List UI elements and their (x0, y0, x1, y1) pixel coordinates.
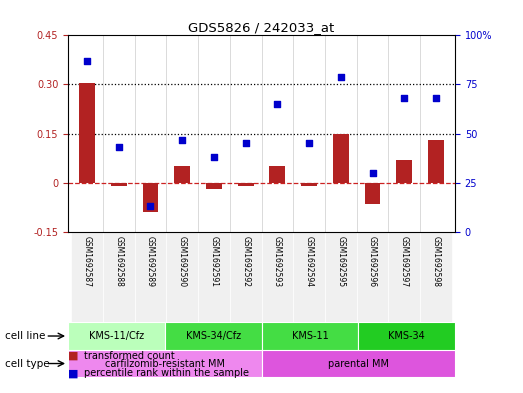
Bar (358, 322, 455, 350)
Bar (134, 232, 166, 322)
Bar (262, 350, 455, 377)
Point (337, 73, 345, 80)
Text: carfilzomib-resistant MM: carfilzomib-resistant MM (105, 358, 225, 369)
Text: percentile rank within the sample: percentile rank within the sample (84, 368, 248, 378)
Point (305, 140, 313, 147)
Bar (68, 350, 262, 377)
Text: transformed count: transformed count (84, 351, 175, 361)
Text: cell type: cell type (5, 358, 50, 369)
Bar (269, 166, 285, 183)
Text: ■: ■ (68, 351, 78, 361)
Bar (262, 232, 293, 322)
Text: GSM1692587: GSM1692587 (83, 236, 92, 287)
Bar (389, 232, 420, 322)
Point (210, 154, 218, 160)
Title: GDS5826 / 242033_at: GDS5826 / 242033_at (188, 21, 335, 34)
Bar (262, 322, 358, 350)
Text: GSM1692588: GSM1692588 (114, 236, 123, 287)
Point (432, 95, 440, 101)
Bar (325, 232, 357, 322)
Text: cell line: cell line (5, 331, 46, 341)
Bar (293, 232, 325, 322)
Text: KMS-34/Cfz: KMS-34/Cfz (186, 331, 241, 341)
Bar (396, 160, 412, 183)
Bar (206, 183, 222, 189)
Point (273, 101, 281, 107)
Bar (111, 183, 127, 186)
Point (400, 95, 408, 101)
Text: KMS-34: KMS-34 (388, 331, 425, 341)
Bar (174, 166, 190, 183)
Text: GSM1692592: GSM1692592 (241, 236, 250, 287)
Text: GSM1692595: GSM1692595 (336, 236, 345, 288)
Bar (365, 183, 380, 204)
Point (83, 58, 91, 64)
Text: GSM1692590: GSM1692590 (178, 236, 187, 288)
Point (146, 203, 155, 209)
Bar (238, 183, 254, 186)
Text: GSM1692597: GSM1692597 (400, 236, 409, 288)
Text: GSM1692594: GSM1692594 (304, 236, 314, 288)
Bar (68, 322, 165, 350)
Point (115, 144, 123, 151)
Text: GSM1692596: GSM1692596 (368, 236, 377, 288)
Text: KMS-11: KMS-11 (291, 331, 328, 341)
Bar (420, 232, 452, 322)
Text: GSM1692598: GSM1692598 (431, 236, 440, 287)
Bar (165, 322, 262, 350)
Bar (428, 140, 444, 183)
Bar (301, 183, 317, 186)
Point (178, 136, 186, 143)
Text: ■: ■ (68, 368, 78, 378)
Point (368, 170, 377, 176)
Bar (357, 232, 389, 322)
Bar (230, 232, 262, 322)
Bar (71, 232, 103, 322)
Bar (333, 134, 349, 183)
Text: KMS-11/Cfz: KMS-11/Cfz (89, 331, 144, 341)
Text: GSM1692591: GSM1692591 (209, 236, 219, 287)
Bar (143, 183, 158, 212)
Text: parental MM: parental MM (328, 358, 389, 369)
Bar (198, 232, 230, 322)
Bar (103, 232, 134, 322)
Text: GSM1692593: GSM1692593 (273, 236, 282, 288)
Bar (79, 83, 95, 183)
Point (242, 140, 250, 147)
Bar (166, 232, 198, 322)
Text: GSM1692589: GSM1692589 (146, 236, 155, 287)
